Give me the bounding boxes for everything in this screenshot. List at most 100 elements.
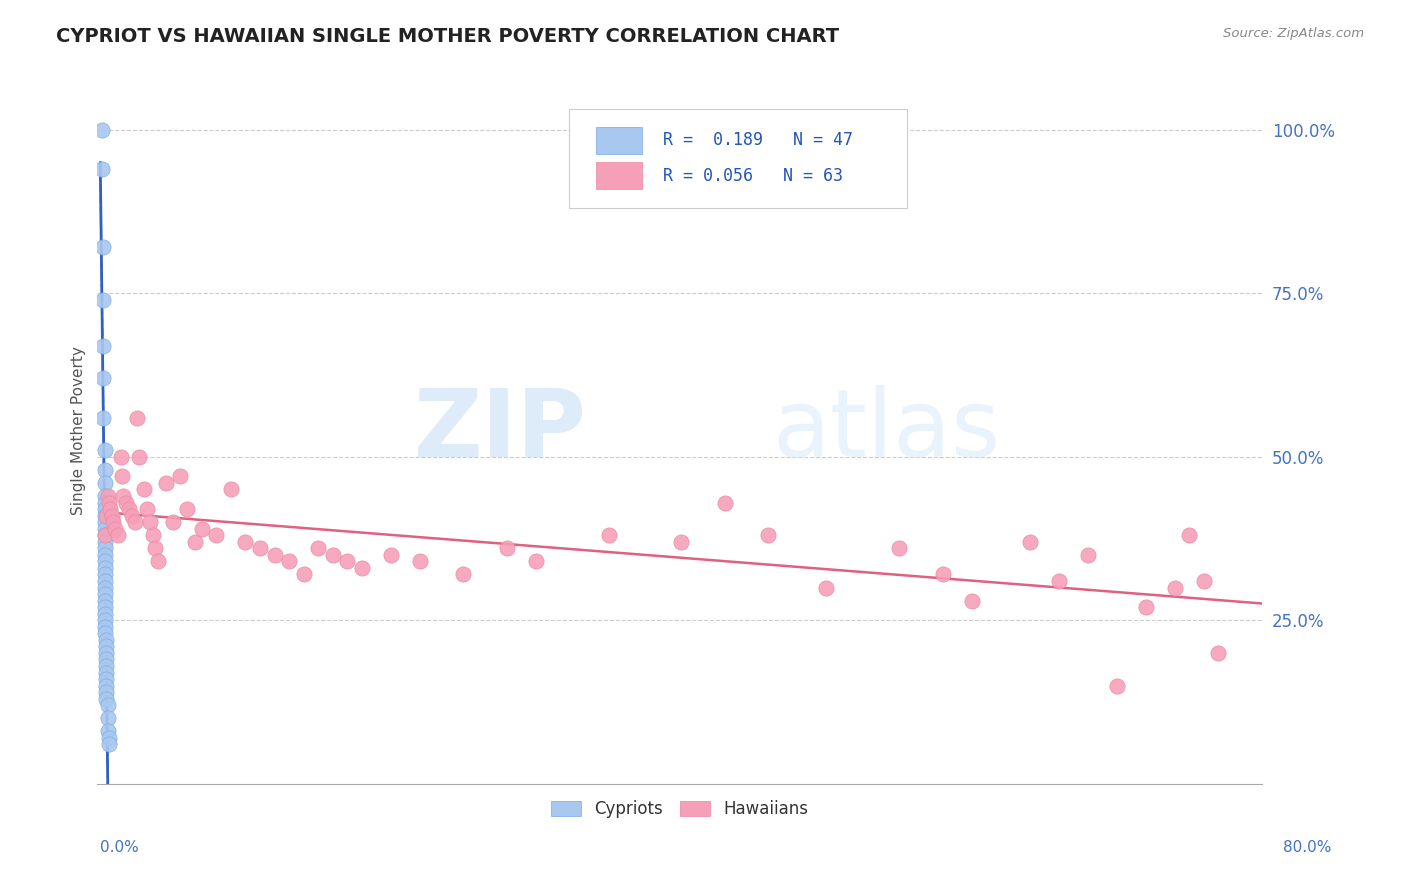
Point xyxy=(90,161,112,176)
Point xyxy=(1018,534,1040,549)
Point xyxy=(93,620,115,634)
Point xyxy=(93,463,115,477)
Point xyxy=(93,607,115,621)
Point xyxy=(118,502,141,516)
Point xyxy=(93,554,115,568)
Point xyxy=(235,534,257,549)
Point xyxy=(96,489,118,503)
Point xyxy=(93,515,115,529)
Point xyxy=(115,495,138,509)
Point xyxy=(132,483,155,497)
Point xyxy=(94,685,117,699)
Point xyxy=(91,338,114,352)
Point xyxy=(94,652,117,666)
Point xyxy=(111,469,134,483)
Point xyxy=(94,665,117,680)
Point xyxy=(93,508,115,523)
Point xyxy=(307,541,329,556)
Legend: Cypriots, Hawaiians: Cypriots, Hawaiians xyxy=(544,794,815,825)
Point xyxy=(94,640,117,654)
Point xyxy=(93,495,115,509)
Point xyxy=(93,626,115,640)
Point xyxy=(94,508,117,523)
Point xyxy=(93,613,115,627)
Point xyxy=(93,541,115,556)
Point xyxy=(409,554,432,568)
Point xyxy=(138,515,160,529)
Point xyxy=(756,528,779,542)
Point xyxy=(93,548,115,562)
Point xyxy=(135,502,157,516)
Point xyxy=(960,593,983,607)
Point xyxy=(93,489,115,503)
Text: CYPRIOT VS HAWAIIAN SINGLE MOTHER POVERTY CORRELATION CHART: CYPRIOT VS HAWAIIAN SINGLE MOTHER POVERT… xyxy=(56,27,839,45)
Point xyxy=(93,600,115,615)
Point xyxy=(104,522,127,536)
Point xyxy=(1164,581,1187,595)
Point xyxy=(263,548,285,562)
FancyBboxPatch shape xyxy=(569,109,907,208)
Text: ZIP: ZIP xyxy=(413,384,586,476)
Point xyxy=(94,691,117,706)
Point xyxy=(141,528,163,542)
Point xyxy=(336,554,359,568)
Point xyxy=(669,534,692,549)
Point xyxy=(713,495,735,509)
Point xyxy=(162,515,184,529)
Text: atlas: atlas xyxy=(773,384,1001,476)
Point xyxy=(496,541,519,556)
Text: R = 0.056   N = 63: R = 0.056 N = 63 xyxy=(664,167,844,185)
Point xyxy=(128,450,150,464)
Point xyxy=(94,679,117,693)
Point xyxy=(1135,600,1157,615)
Point xyxy=(94,632,117,647)
Point xyxy=(1208,646,1230,660)
Point xyxy=(1077,548,1099,562)
Point xyxy=(93,534,115,549)
Point xyxy=(176,502,198,516)
Point xyxy=(98,731,121,745)
Y-axis label: Single Mother Poverty: Single Mother Poverty xyxy=(72,346,86,515)
Point xyxy=(98,738,121,752)
Point xyxy=(93,522,115,536)
Point xyxy=(96,711,118,725)
Point xyxy=(90,122,112,136)
Point xyxy=(1105,679,1128,693)
Point xyxy=(278,554,301,568)
Point xyxy=(93,574,115,588)
Point xyxy=(96,698,118,713)
Point xyxy=(98,495,121,509)
Point xyxy=(155,475,177,490)
Point xyxy=(145,541,167,556)
FancyBboxPatch shape xyxy=(596,127,643,153)
Point xyxy=(1192,574,1215,588)
Point xyxy=(815,581,838,595)
Point xyxy=(100,502,122,516)
Point xyxy=(93,581,115,595)
Point xyxy=(887,541,910,556)
Point xyxy=(124,515,146,529)
Point xyxy=(93,567,115,582)
Text: 80.0%: 80.0% xyxy=(1284,840,1331,855)
Point xyxy=(931,567,953,582)
Point xyxy=(91,410,114,425)
Point xyxy=(103,515,125,529)
Point xyxy=(219,483,242,497)
Point xyxy=(93,561,115,575)
Point xyxy=(93,528,115,542)
Point xyxy=(148,554,170,568)
Point xyxy=(322,548,344,562)
Point xyxy=(93,443,115,458)
Point xyxy=(1178,528,1201,542)
Text: Source: ZipAtlas.com: Source: ZipAtlas.com xyxy=(1223,27,1364,40)
Point xyxy=(93,502,115,516)
Point xyxy=(91,371,114,385)
Point xyxy=(125,410,148,425)
Point xyxy=(94,659,117,673)
Point xyxy=(121,508,143,523)
Point xyxy=(91,240,114,254)
Point xyxy=(169,469,191,483)
Point xyxy=(350,561,373,575)
Text: 0.0%: 0.0% xyxy=(100,840,139,855)
Point xyxy=(110,450,132,464)
